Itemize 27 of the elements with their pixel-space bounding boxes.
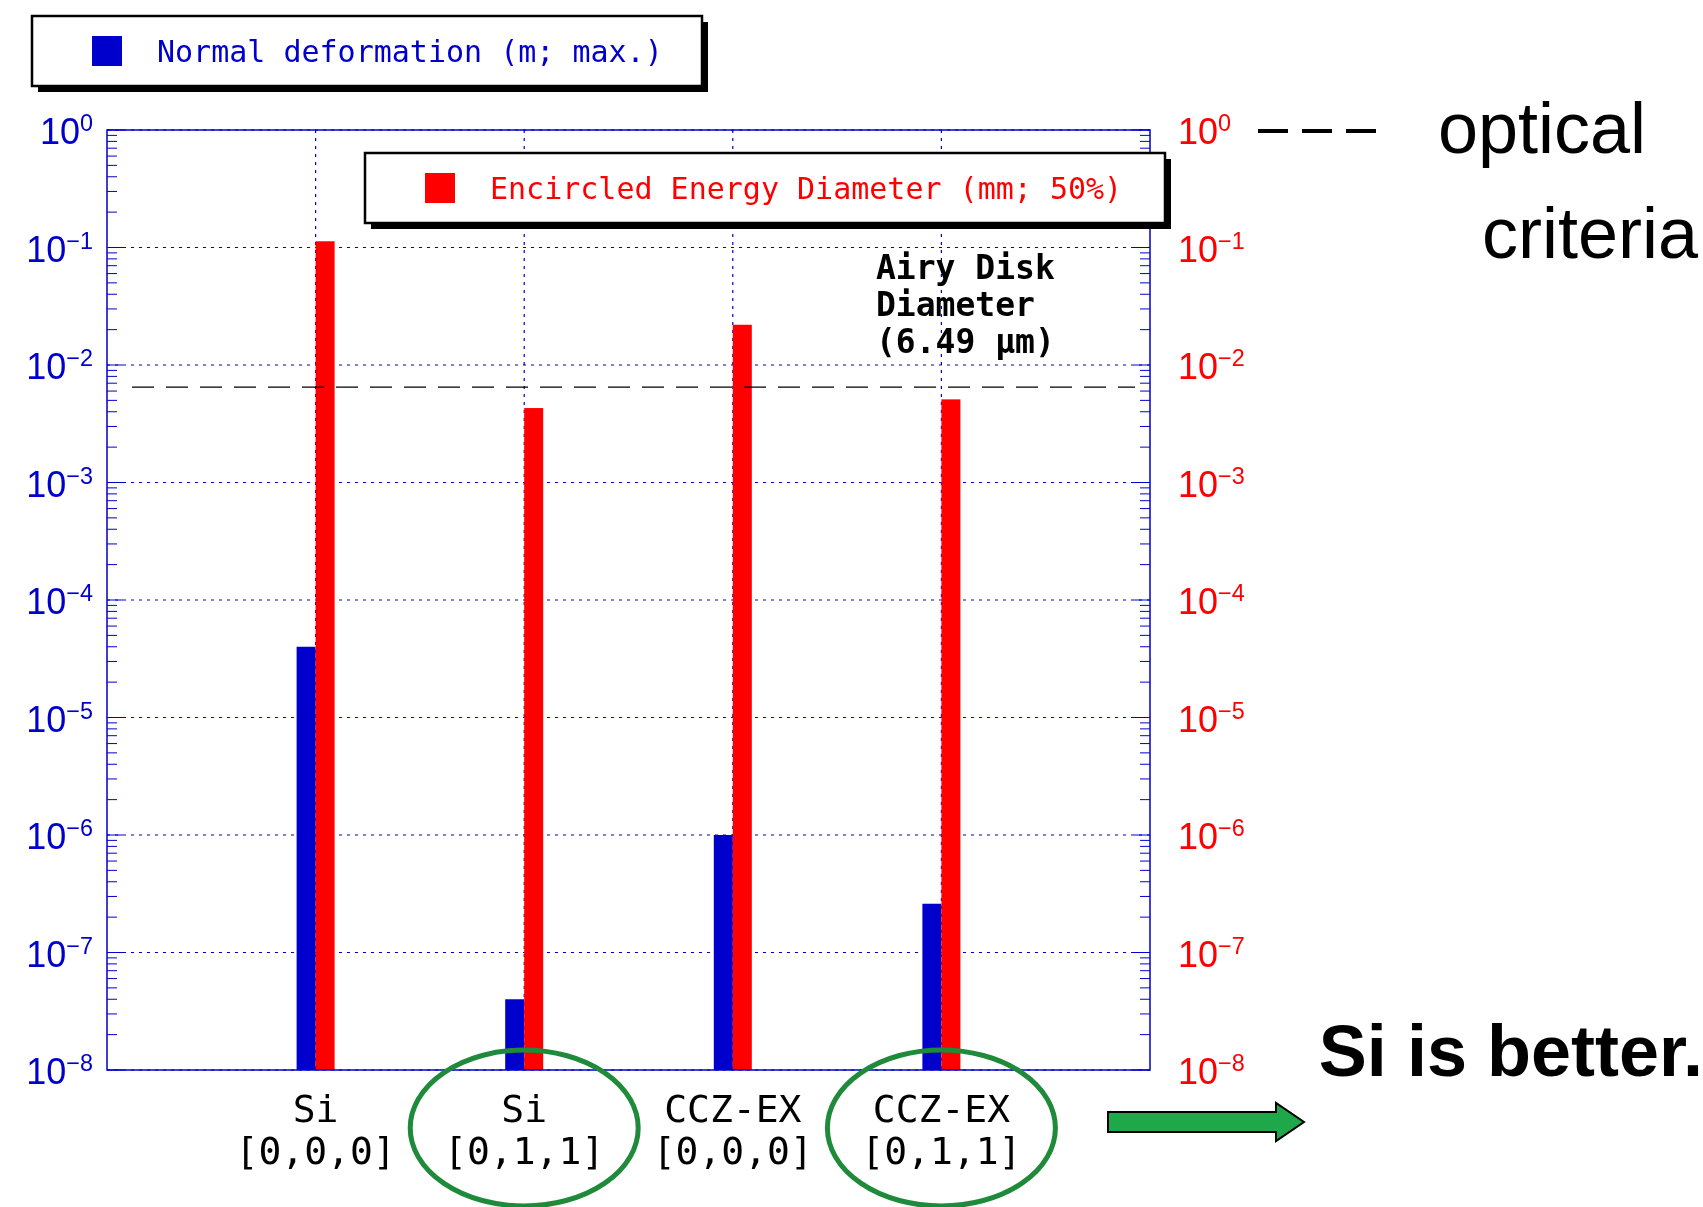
x-tick-label: CCZ-EX [0,1,1] [861, 1087, 1022, 1173]
text: 10$^{−2}$ [1178, 345, 1245, 387]
text: 10$^{−5}$ [1178, 697, 1245, 740]
text: Si is better. [1318, 1011, 1703, 1091]
x-tick-label: CCZ-EX [0,0,0] [652, 1087, 813, 1173]
text: 10$^{−6}$ [1178, 815, 1245, 857]
text: 10$^{0}$ [1178, 110, 1232, 152]
y-tick-label: 10$^{−4}$ [26, 580, 93, 622]
ref-line-label: Airy Disk Diameter (6.49 μm) [876, 248, 1055, 362]
y-tick-label: 10$^{−3}$ [26, 462, 93, 505]
text: optical criteria [1437, 88, 1699, 273]
y-tick-label: 10$^{−1}$ [26, 227, 93, 270]
y-tick-label: 10$^{−8}$ [26, 1050, 93, 1092]
legend-label: Normal deformation (m; max.) [157, 34, 663, 69]
y-tick-label: 10$^{−5}$ [26, 697, 93, 740]
x-tick-label: Si [0,1,1] [444, 1087, 605, 1173]
y-tick-label: 10$^{0}$ [39, 110, 93, 152]
y-tick-label: 10$^{−7}$ [26, 932, 93, 975]
text: 10$^{−4}$ [1178, 580, 1245, 622]
y-tick-label: 10$^{−6}$ [26, 815, 93, 857]
text: 10$^{−7}$ [1178, 932, 1245, 975]
legend-label: Encircled Energy Diameter (mm; 50%) [490, 171, 1123, 206]
y-tick-label: 10$^{−2}$ [26, 345, 93, 387]
text: 10$^{−1}$ [1178, 227, 1245, 270]
text: 10$^{−8}$ [1178, 1050, 1245, 1092]
x-tick-label: Si [0,0,0] [235, 1087, 396, 1173]
text: 10$^{−3}$ [1178, 462, 1245, 505]
